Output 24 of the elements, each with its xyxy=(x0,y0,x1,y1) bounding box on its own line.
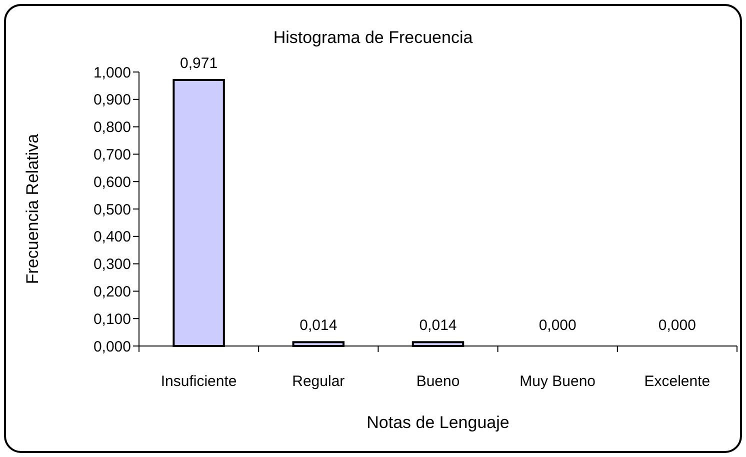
data-label: 0,000 xyxy=(658,317,696,334)
x-tick-label: Excelente xyxy=(644,373,710,390)
y-tick-label: 0,500 xyxy=(93,201,131,218)
y-axis-title: Frecuencia Relativa xyxy=(23,133,42,284)
data-label: 0,014 xyxy=(419,317,457,334)
y-tick-label: 0,600 xyxy=(93,174,131,191)
y-tick-label: 0,900 xyxy=(93,92,131,109)
data-label: 0,014 xyxy=(300,317,338,334)
x-tick-label: Bueno xyxy=(416,373,460,390)
y-tick-label: 0,200 xyxy=(93,283,131,300)
x-tick-label: Insuficiente xyxy=(160,373,237,390)
chart-title: Histograma de Frecuencia xyxy=(273,28,474,47)
y-tick-label: 0,400 xyxy=(93,228,131,246)
y-tick-label: 0,300 xyxy=(93,256,131,274)
x-axis-title: Notas de Lenguaje xyxy=(366,413,510,432)
y-tick-label: 0,100 xyxy=(93,310,131,328)
data-label: 0,000 xyxy=(538,317,576,334)
x-tick-label: Regular xyxy=(292,373,345,390)
y-tick-label: 0,700 xyxy=(93,146,131,164)
x-tick-label: Muy Bueno xyxy=(520,373,596,390)
y-tick-label: 1,000 xyxy=(93,64,131,82)
data-label: 0,971 xyxy=(180,54,218,72)
y-tick-label: 0,000 xyxy=(93,338,131,356)
y-tick-label: 0,800 xyxy=(93,119,131,136)
